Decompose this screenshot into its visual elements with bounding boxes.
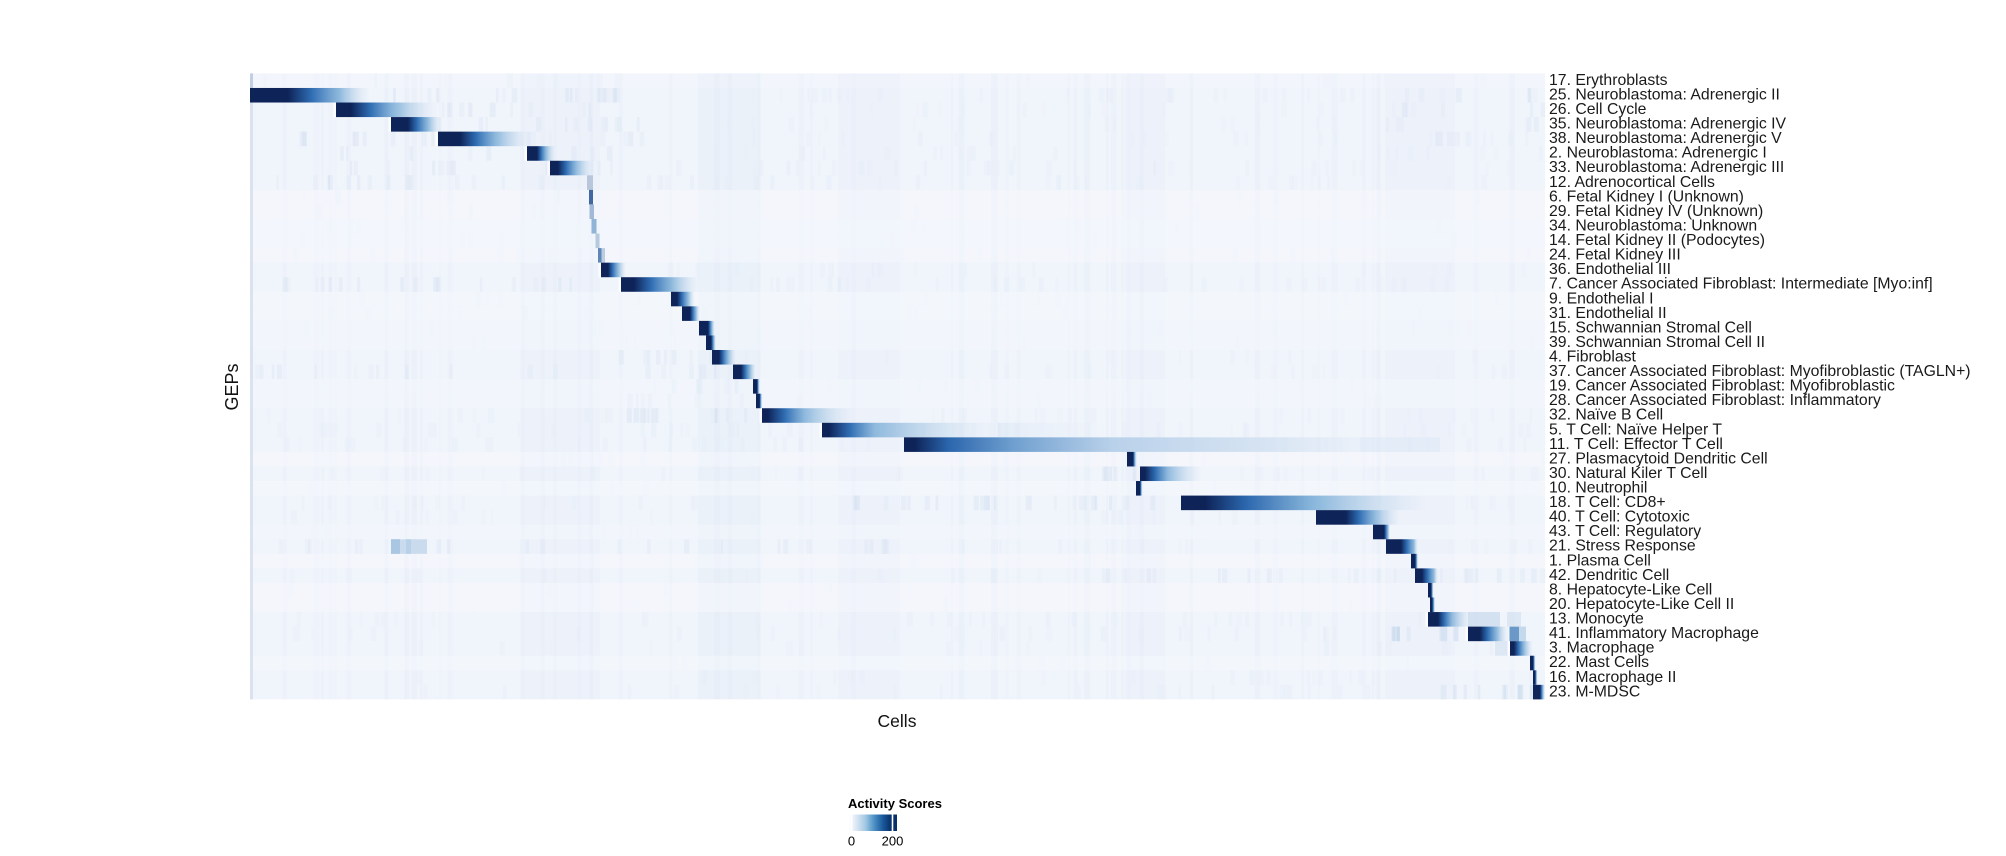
svg-text:13. Monocyte: 13. Monocyte [1549, 611, 1644, 628]
svg-text:25. Neuroblastoma: Adrenergic: 25. Neuroblastoma: Adrenergic II [1549, 86, 1780, 103]
svg-text:26. Cell Cycle: 26. Cell Cycle [1549, 101, 1647, 118]
svg-text:33. Neuroblastoma: Adrenergic: 33. Neuroblastoma: Adrenergic III [1549, 159, 1784, 176]
svg-text:36. Endothelial III: 36. Endothelial III [1549, 261, 1671, 278]
svg-text:0: 0 [848, 834, 855, 849]
svg-text:30. Natural Kiler T Cell: 30. Natural Kiler T Cell [1549, 465, 1707, 482]
svg-text:34. Neuroblastoma: Unknown: 34. Neuroblastoma: Unknown [1549, 218, 1757, 235]
svg-text:31. Endothelial II: 31. Endothelial II [1549, 305, 1667, 322]
svg-text:41. Inflammatory Macrophage: 41. Inflammatory Macrophage [1549, 625, 1759, 642]
svg-text:37. Cancer Associated Fibrobla: 37. Cancer Associated Fibroblast: Myofib… [1549, 363, 1971, 380]
svg-text:9. Endothelial I: 9. Endothelial I [1549, 290, 1654, 307]
svg-text:16. Macrophage II: 16. Macrophage II [1549, 669, 1676, 686]
svg-text:21. Stress Response: 21. Stress Response [1549, 538, 1696, 555]
svg-text:43. T Cell: Regulatory: 43. T Cell: Regulatory [1549, 523, 1701, 540]
svg-text:2. Neuroblastoma: Adrenergic I: 2. Neuroblastoma: Adrenergic I [1549, 145, 1767, 162]
svg-text:12. Adrenocortical Cells: 12. Adrenocortical Cells [1549, 174, 1715, 191]
svg-text:7. Cancer Associated Fibroblas: 7. Cancer Associated Fibroblast: Interme… [1549, 276, 1933, 293]
svg-text:22. Mast Cells: 22. Mast Cells [1549, 654, 1649, 671]
svg-text:19. Cancer Associated Fibrobla: 19. Cancer Associated Fibroblast: Myofib… [1549, 378, 1895, 395]
svg-text:200: 200 [882, 834, 904, 849]
svg-text:8. Hepatocyte-Like Cell: 8. Hepatocyte-Like Cell [1549, 581, 1712, 598]
svg-text:39. Schwannian Stromal Cell II: 39. Schwannian Stromal Cell II [1549, 334, 1765, 351]
svg-text:23. M-MDSC: 23. M-MDSC [1549, 683, 1640, 700]
svg-text:27. Plasmacytoid Dendritic Cel: 27. Plasmacytoid Dendritic Cell [1549, 450, 1768, 467]
svg-text:42. Dendritic Cell: 42. Dendritic Cell [1549, 567, 1669, 584]
svg-text:17. Erythroblasts: 17. Erythroblasts [1549, 72, 1668, 89]
svg-text:20. Hepatocyte-Like Cell II: 20. Hepatocyte-Like Cell II [1549, 596, 1734, 613]
svg-text:28. Cancer Associated Fibrobla: 28. Cancer Associated Fibroblast: Inflam… [1549, 392, 1881, 409]
svg-text:40. T Cell: Cytotoxic: 40. T Cell: Cytotoxic [1549, 509, 1690, 526]
svg-text:5. T Cell: Naïve Helper T: 5. T Cell: Naïve Helper T [1549, 421, 1722, 438]
svg-text:14. Fetal Kidney II (Podocytes: 14. Fetal Kidney II (Podocytes) [1549, 232, 1765, 249]
svg-text:Cells: Cells [878, 711, 917, 731]
svg-text:15. Schwannian Stromal Cell: 15. Schwannian Stromal Cell [1549, 319, 1752, 336]
svg-text:32. Naïve B Cell: 32. Naïve B Cell [1549, 407, 1663, 424]
svg-text:6. Fetal Kidney I (Unknown): 6. Fetal Kidney I (Unknown) [1549, 188, 1744, 205]
svg-text:29. Fetal Kidney IV (Unknown): 29. Fetal Kidney IV (Unknown) [1549, 203, 1763, 220]
svg-text:11. T Cell: Effector T Cell: 11. T Cell: Effector T Cell [1549, 436, 1723, 453]
svg-text:GEPs: GEPs [222, 363, 242, 410]
svg-text:24. Fetal Kidney III: 24. Fetal Kidney III [1549, 247, 1681, 264]
svg-text:1. Plasma Cell: 1. Plasma Cell [1549, 552, 1651, 569]
svg-text:Activity Scores: Activity Scores [848, 796, 942, 811]
svg-text:38. Neuroblastoma: Adrenergic: 38. Neuroblastoma: Adrenergic V [1549, 130, 1782, 147]
svg-text:4. Fibroblast: 4. Fibroblast [1549, 349, 1637, 366]
svg-text:18. T Cell: CD8+: 18. T Cell: CD8+ [1549, 494, 1666, 511]
svg-text:10. Neutrophil: 10. Neutrophil [1549, 480, 1647, 497]
svg-text:3. Macrophage: 3. Macrophage [1549, 640, 1655, 657]
svg-text:35. Neuroblastoma: Adrenergic: 35. Neuroblastoma: Adrenergic IV [1549, 116, 1787, 133]
